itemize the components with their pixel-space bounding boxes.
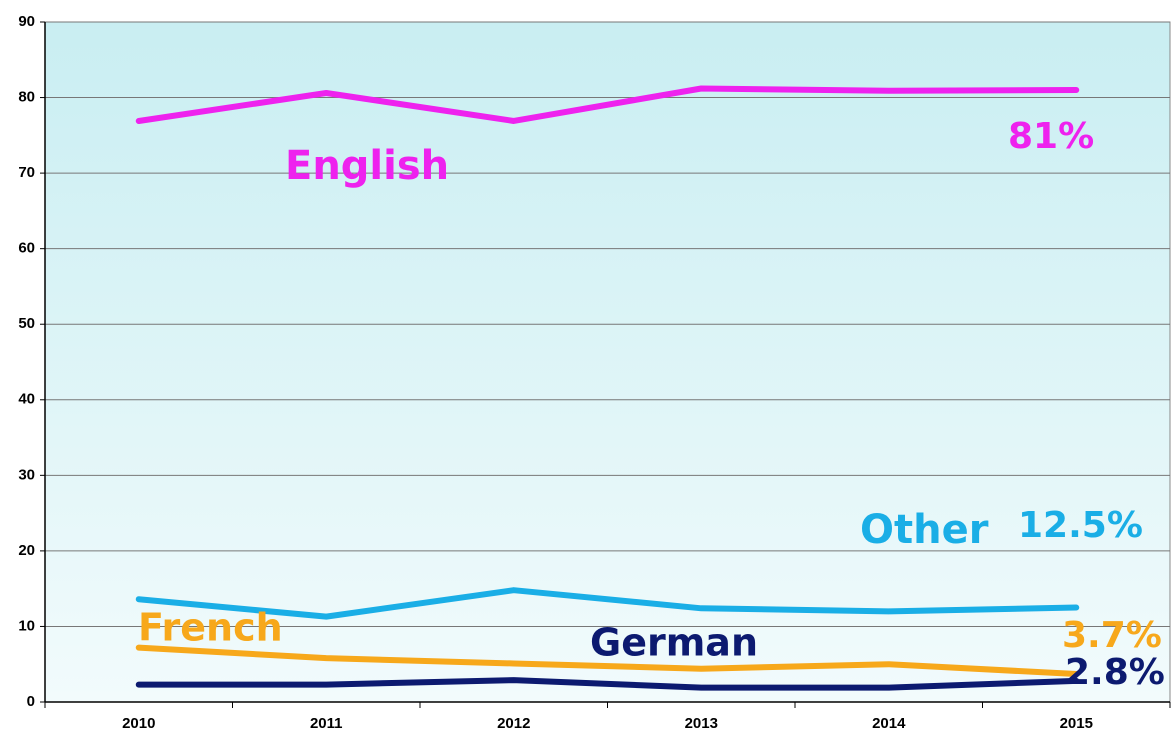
value-label: 81% bbox=[1008, 116, 1094, 157]
y-tick-label: 20 bbox=[18, 542, 35, 559]
x-tick-label: 2010 bbox=[122, 715, 155, 732]
y-tick-label: 80 bbox=[18, 89, 35, 106]
x-tick-label: 2011 bbox=[310, 715, 343, 732]
line-series bbox=[135, 677, 1080, 691]
y-tick-label: 40 bbox=[18, 391, 35, 408]
y-tick-label: 30 bbox=[18, 466, 35, 483]
x-tick-label: 2013 bbox=[685, 715, 718, 732]
y-tick-label: 70 bbox=[18, 164, 35, 181]
y-tick-label: 0 bbox=[27, 693, 35, 710]
series-label: English bbox=[285, 143, 449, 189]
y-tick-label: 10 bbox=[18, 617, 35, 634]
series-label: Other bbox=[860, 507, 989, 553]
value-label: 12.5% bbox=[1018, 505, 1143, 546]
y-tick-label: 60 bbox=[18, 240, 35, 257]
series-label: French bbox=[138, 606, 283, 650]
value-label: 3.7% bbox=[1062, 615, 1162, 656]
y-tick-label: 90 bbox=[18, 13, 35, 30]
line-series bbox=[135, 587, 1080, 620]
x-tick-label: 2015 bbox=[1060, 715, 1093, 732]
x-tick-label: 2012 bbox=[497, 715, 530, 732]
series-label: German bbox=[590, 621, 758, 665]
value-label: 2.8% bbox=[1065, 652, 1165, 693]
plot-area bbox=[44, 21, 1171, 703]
x-tick-label: 2014 bbox=[872, 715, 906, 732]
y-tick-label: 50 bbox=[18, 315, 35, 332]
line-series bbox=[135, 644, 1080, 678]
line-series bbox=[135, 85, 1080, 124]
